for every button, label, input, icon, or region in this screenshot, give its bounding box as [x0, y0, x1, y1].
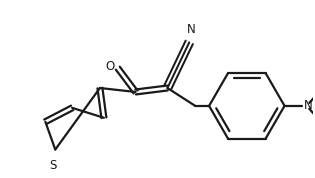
Text: S: S: [49, 159, 57, 172]
Text: N: N: [303, 99, 312, 112]
Text: N: N: [187, 23, 196, 36]
Text: O: O: [105, 60, 114, 73]
